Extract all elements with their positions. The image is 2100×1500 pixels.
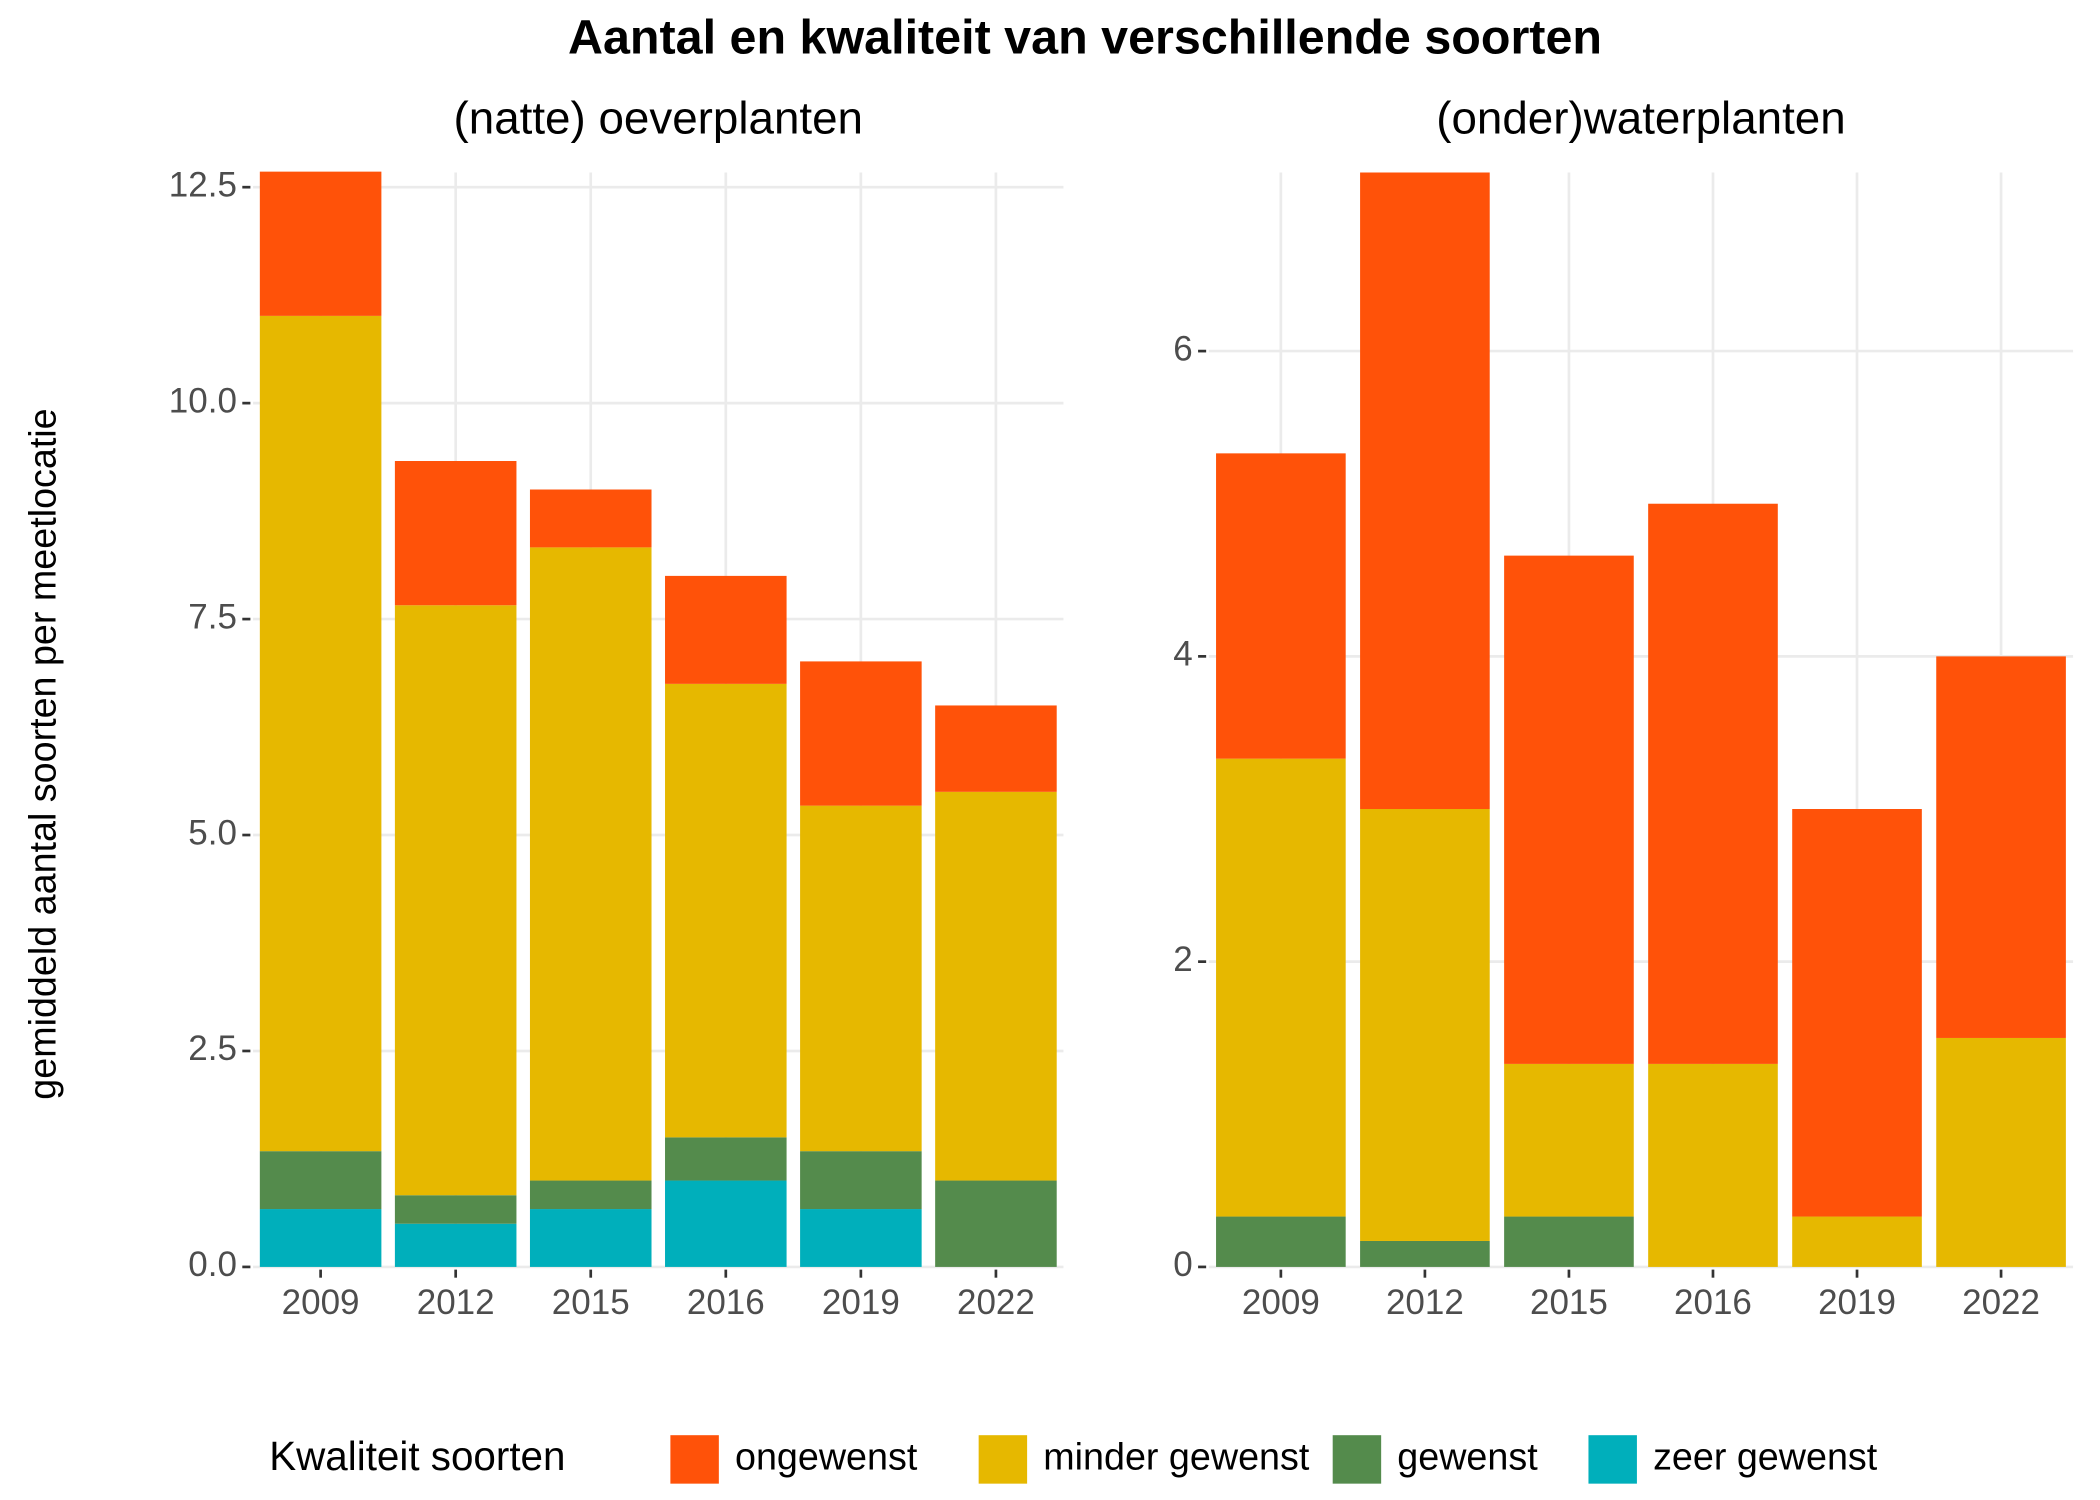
bar-segment [800,661,922,806]
bar-segment [665,683,787,1138]
bar-segment [665,575,787,684]
bar-segment [935,1180,1057,1267]
legend-label: ongewenst [735,1435,918,1477]
bar-segment [1648,503,1778,1064]
bar-segment [529,1180,652,1210]
legend-title: Kwaliteit soorten [269,1433,565,1479]
bar-segment [259,1151,382,1210]
bar-segment [1216,758,1346,1217]
bar-segment [1648,1063,1778,1267]
y-tick-label: 2.5 [188,1029,237,1068]
y-tick-label: 7.5 [188,597,237,636]
bar-segment [394,1195,517,1224]
x-tick-label: 2009 [282,1283,360,1322]
bar-segment [259,315,382,1152]
bar-segment [1936,1037,2066,1267]
y-tick-label: 12.5 [169,165,237,204]
legend-swatch [670,1435,719,1484]
bar-segment [800,805,922,1152]
y-tick-label: 6 [1173,329,1192,368]
bar-segment [1360,1240,1490,1267]
bar-segment [935,705,1057,792]
bar-segment [259,171,382,316]
legend-swatch [1588,1435,1637,1484]
bar-segment [529,489,652,548]
y-tick-label: 0 [1173,1245,1192,1284]
bar-segment [394,461,517,606]
y-tick-label: 4 [1173,635,1192,674]
x-tick-label: 2009 [1242,1283,1320,1322]
bar-segment [1936,656,2066,1038]
legend-label: gewenst [1397,1435,1538,1477]
legend-label: zeer gewenst [1653,1435,1878,1477]
bar-segment [1792,1216,1922,1267]
y-tick-label: 0.0 [188,1245,237,1284]
bar-segment [394,1223,517,1267]
x-tick-label: 2019 [822,1283,900,1322]
x-tick-label: 2012 [417,1283,495,1322]
bar-segment [529,1209,652,1267]
bar-segment [800,1151,922,1210]
bar-segment [1504,555,1634,1064]
bar-segment [1504,1216,1634,1267]
bar-segment [394,605,517,1196]
bar-segment [665,1137,787,1181]
x-tick-label: 2012 [1386,1283,1464,1322]
legend-label: minder gewenst [1043,1435,1310,1477]
bar-segment [1360,172,1490,810]
bar-segment [665,1180,787,1267]
x-tick-label: 2016 [1674,1283,1752,1322]
bar-segment [1792,809,1922,1217]
legend-swatch [978,1435,1028,1484]
bar-segment [1216,1216,1346,1267]
y-tick-label: 10.0 [169,381,237,420]
y-axis-label: gemiddeld aantal soorten per meetlocatie [22,408,64,1099]
bar-segment [1504,1063,1634,1217]
x-tick-label: 2015 [1530,1283,1608,1322]
y-tick-label: 2 [1173,940,1192,979]
bar-segment [935,791,1057,1181]
chart-title: Aantal en kwaliteit van verschillende so… [568,10,1602,64]
panel-title: (onder)waterplanten [1436,92,1845,143]
legend-swatch [1332,1435,1382,1484]
x-tick-label: 2022 [1962,1283,2040,1322]
bar-segment [1216,453,1346,759]
y-tick-label: 5.0 [188,813,237,852]
x-tick-label: 2019 [1818,1283,1896,1322]
panel-title: (natte) oeverplanten [454,92,863,143]
x-tick-label: 2015 [552,1283,630,1322]
x-tick-label: 2016 [687,1283,765,1322]
bar-segment [259,1209,382,1267]
bar-segment [1360,809,1490,1241]
bar-segment [529,547,652,1181]
x-tick-label: 2022 [957,1283,1035,1322]
bar-segment [800,1209,922,1267]
